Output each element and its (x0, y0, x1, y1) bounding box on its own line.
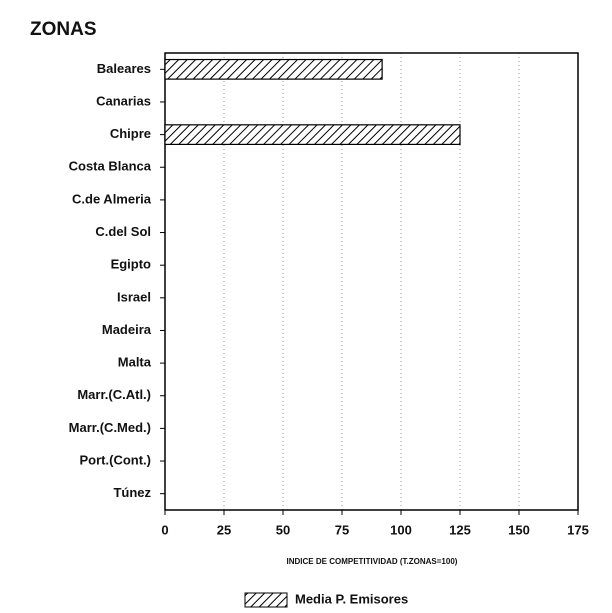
bar (164, 58, 383, 80)
y-tick-label: Israel (117, 289, 151, 304)
x-tick-label: 50 (276, 522, 290, 537)
x-axis-label: INDICE DE COMPETITIVIDAD (T.ZONAS=100) (287, 557, 458, 566)
bar (164, 124, 461, 145)
y-tick-label: Marr.(C.Med.) (69, 420, 151, 435)
y-tick-label: Baleares (97, 61, 151, 76)
y-tick-label: Costa Blanca (69, 159, 152, 174)
chart-title: ZONAS (30, 19, 97, 40)
x-tick-label: 25 (217, 522, 231, 537)
plot-frame (164, 52, 579, 511)
x-tick-label: 150 (508, 522, 530, 537)
x-tick-label: 100 (390, 522, 412, 537)
legend-label: Media P. Emisores (295, 591, 408, 606)
legend-swatch (244, 592, 288, 608)
y-tick-label: Egipto (111, 257, 151, 272)
y-tick-label: Marr.(C.Atl.) (77, 387, 151, 402)
y-tick-label: Chipre (110, 126, 151, 141)
y-tick-label: Port.(Cont.) (80, 452, 151, 467)
x-tick-label: 75 (335, 522, 349, 537)
y-tick-label: Canarias (96, 93, 151, 108)
y-tick-label: Túnez (113, 485, 151, 500)
y-tick-label: C.del Sol (95, 224, 151, 239)
x-tick-label: 175 (567, 522, 589, 537)
y-tick-label: Madeira (102, 322, 152, 337)
x-tick-label: 0 (161, 522, 168, 537)
x-tick-label: 125 (449, 522, 471, 537)
y-tick-label: C.de Almeria (72, 191, 152, 206)
y-tick-label: Malta (118, 355, 152, 370)
